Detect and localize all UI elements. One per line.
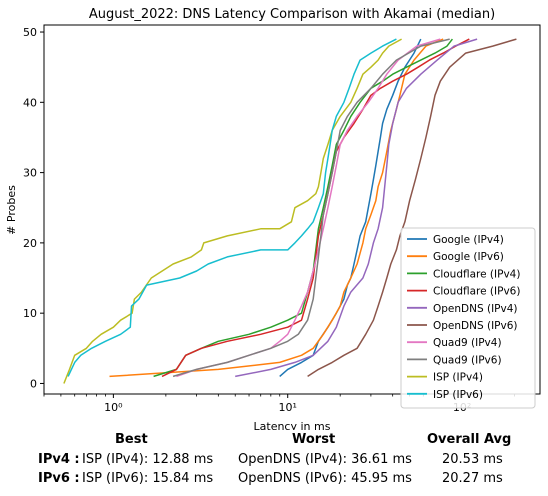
legend-label: Cloudflare (IPv4) (433, 268, 520, 280)
series-line-quad9-ipv6 (172, 38, 450, 378)
legend-label: ISP (IPv4) (433, 372, 483, 384)
y-tick-label: 50 (23, 26, 37, 39)
ipv4-row-label: IPv4 : (38, 452, 80, 467)
ipv6-row-label: IPv6 : (38, 471, 80, 486)
series-line-opendns-ipv6 (307, 38, 517, 378)
legend-label: Google (IPv6) (433, 251, 504, 263)
summary-table: Best Worst Overall Avg IPv4 : ISP (IPv4)… (0, 428, 548, 496)
legend-label: Google (IPv4) (433, 234, 504, 246)
overall-avg-header: Overall Avg (427, 432, 512, 447)
y-tick-label: 40 (23, 96, 37, 109)
worst-header: Worst (292, 432, 336, 447)
dns-latency-chart: August_2022: DNS Latency Comparison with… (5, 7, 541, 430)
ipv4-worst-value: OpenDNS (IPv4): 36.61 ms (238, 452, 412, 467)
x-axis-label: Latency in ms (254, 420, 331, 430)
y-tick-label: 20 (23, 237, 37, 250)
legend-label: OpenDNS (IPv4) (433, 303, 518, 315)
best-header: Best (115, 432, 148, 447)
legend-label: OpenDNS (IPv6) (433, 320, 518, 332)
ipv6-best-value: ISP (IPv6): 15.84 ms (82, 471, 214, 486)
legend-label: Quad9 (IPv6) (433, 354, 502, 366)
legend-label: ISP (IPv6) (433, 389, 483, 401)
legend-box (400, 227, 536, 409)
ipv6-worst-value: OpenDNS (IPv6): 45.95 ms (238, 471, 412, 486)
series-line-isp-ipv4 (63, 38, 402, 384)
series-line-cloudflare-ipv4 (153, 38, 453, 378)
series-line-isp-ipv6 (67, 38, 397, 377)
legend: Google (IPv4) Google (IPv6) Cloudflare (IP… (400, 227, 536, 409)
plot-frame (43, 24, 541, 395)
series-line-opendns-ipv4 (235, 38, 478, 378)
series-line-google-ipv6 (109, 38, 444, 378)
y-tick-label: 10 (23, 307, 37, 320)
y-axis-label: # Probes (5, 185, 18, 235)
y-tick-label: 30 (23, 167, 37, 180)
ipv4-avg-value: 20.53 ms (442, 452, 503, 467)
ipv4-best-value: ISP (IPv4): 12.88 ms (82, 452, 214, 467)
legend-label: Quad9 (IPv4) (433, 337, 502, 349)
ipv6-avg-value: 20.27 ms (442, 471, 503, 486)
series-line-google-ipv4 (279, 38, 422, 377)
y-tick-label: 0 (30, 377, 37, 390)
x-tick-label: 10¹ (278, 401, 296, 414)
legend-label: Cloudflare (IPv6) (433, 286, 520, 298)
chart-title: August_2022: DNS Latency Comparison with… (89, 7, 495, 22)
x-tick-label: 10⁰ (104, 401, 123, 414)
